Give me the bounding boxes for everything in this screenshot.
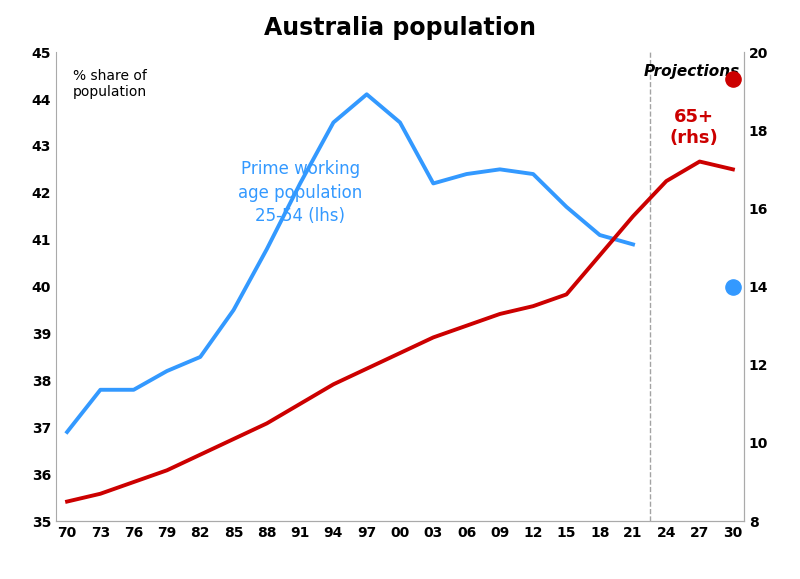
Text: Projections: Projections bbox=[644, 64, 740, 79]
Point bbox=[726, 75, 739, 84]
Title: Australia population: Australia population bbox=[264, 16, 536, 41]
Text: Prime working
age population
25-54 (lhs): Prime working age population 25-54 (lhs) bbox=[238, 160, 362, 225]
Text: % share of
population: % share of population bbox=[73, 68, 146, 99]
Point bbox=[726, 282, 739, 291]
Text: 65+
(rhs): 65+ (rhs) bbox=[670, 108, 718, 147]
